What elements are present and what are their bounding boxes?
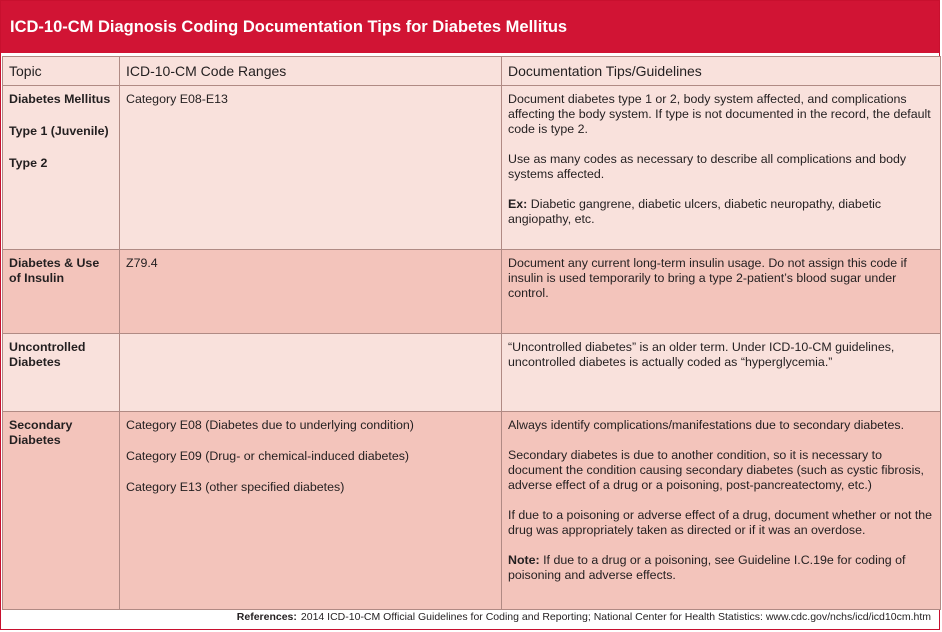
tip-paragraph: If due to a poisoning or adverse effect … — [508, 508, 934, 538]
tip-text: If due to a drug or a poisoning, see Gui… — [508, 553, 906, 582]
references-label: References: — [236, 610, 297, 623]
tip-paragraph: Always identify complications/manifestat… — [508, 418, 934, 433]
tip-paragraph: “Uncontrolled diabetes” is an older term… — [508, 340, 934, 370]
topic-text: Diabetes & Use of Insulin — [9, 256, 100, 285]
tip-text: Document any current long-term insulin u… — [508, 256, 907, 300]
tip-text: Use as many codes as necessary to descri… — [508, 152, 907, 181]
documentation-tips-cell: “Uncontrolled diabetes” is an older term… — [501, 333, 941, 412]
tip-text: If due to a poisoning or adverse effect … — [508, 508, 933, 537]
topic-text: Secondary Diabetes — [9, 418, 73, 447]
header-row: Topic ICD-10-CM Code Ranges Documentatio… — [2, 56, 941, 86]
coding-table: Topic ICD-10-CM Code Ranges Documentatio… — [2, 56, 941, 610]
code-range-text: Category E09 (Drug- or chemical-induced … — [126, 449, 410, 463]
header-documentation-tips: Documentation Tips/Guidelines — [501, 56, 941, 86]
references-text: 2014 ICD-10-CM Official Guidelines for C… — [300, 610, 931, 623]
code-range-text: Category E08-E13 — [126, 92, 228, 106]
tip-paragraph: Document any current long-term insulin u… — [508, 256, 934, 301]
documentation-tips-cell: Document any current long-term insulin u… — [501, 249, 941, 334]
topic-cell: Secondary Diabetes — [2, 411, 120, 610]
topic-cell: Uncontrolled Diabetes — [2, 333, 120, 412]
code-range-cell — [119, 333, 502, 412]
documentation-tips-cell: Document diabetes type 1 or 2, body syst… — [501, 85, 941, 250]
tip-text: Document diabetes type 1 or 2, body syst… — [508, 92, 931, 136]
tip-paragraph: Secondary diabetes is due to another con… — [508, 448, 934, 493]
tip-text: “Uncontrolled diabetes” is an older term… — [508, 340, 895, 369]
references-footer: References: 2014 ICD-10-CM Official Guid… — [1, 604, 939, 629]
tip-text: Diabetic gangrene, diabetic ulcers, diab… — [508, 197, 882, 226]
tip-text: Secondary diabetes is due to another con… — [508, 448, 924, 492]
code-range-text: Category E13 (other specified diabetes) — [126, 480, 345, 494]
table-row: Diabetes & Use of Insulin Z79.4 Document a… — [2, 249, 941, 334]
tip-paragraph: Document diabetes type 1 or 2, body syst… — [508, 92, 934, 137]
tip-paragraph: Ex: Diabetic gangrene, diabetic ulcers, … — [508, 197, 934, 227]
tip-bold-prefix: Ex: — [508, 197, 528, 211]
tip-bold-prefix: Note: — [508, 553, 540, 567]
tip-paragraph: Note: If due to a drug or a poisoning, s… — [508, 553, 934, 583]
table-row: Uncontrolled Diabetes “Uncontrolled diabe… — [2, 333, 941, 412]
table-row: Diabetes Mellitus Type 1 (Juvenile) Type 2… — [2, 85, 941, 250]
code-range-cell: Z79.4 — [119, 249, 502, 334]
tip-text: Always identify complications/manifestat… — [508, 418, 905, 432]
topic-text: Type 1 (Juvenile) — [9, 124, 109, 138]
topic-text: Uncontrolled Diabetes — [9, 340, 86, 369]
code-range-cell: Category E08 (Diabetes due to underlying… — [119, 411, 502, 610]
topic-cell: Diabetes Mellitus Type 1 (Juvenile) Type 2 — [2, 85, 120, 250]
code-range-cell: Category E08-E13 — [119, 85, 502, 250]
topic-cell: Diabetes & Use of Insulin — [2, 249, 120, 334]
code-range-text: Category E08 (Diabetes due to underlying… — [126, 418, 414, 432]
code-range-text: Z79.4 — [126, 256, 158, 270]
table-row: Secondary Diabetes Category E08 (Diabetes… — [2, 411, 941, 610]
topic-text: Diabetes Mellitus — [9, 92, 111, 106]
tip-paragraph: Use as many codes as necessary to descri… — [508, 152, 934, 182]
header-topic: Topic — [2, 56, 120, 86]
header-code-ranges: ICD-10-CM Code Ranges — [119, 56, 502, 86]
document-title: ICD-10-CM Diagnosis Coding Documentation… — [1, 1, 939, 53]
documentation-tips-cell: Always identify complications/manifestat… — [501, 411, 941, 610]
topic-text: Type 2 — [9, 156, 48, 170]
